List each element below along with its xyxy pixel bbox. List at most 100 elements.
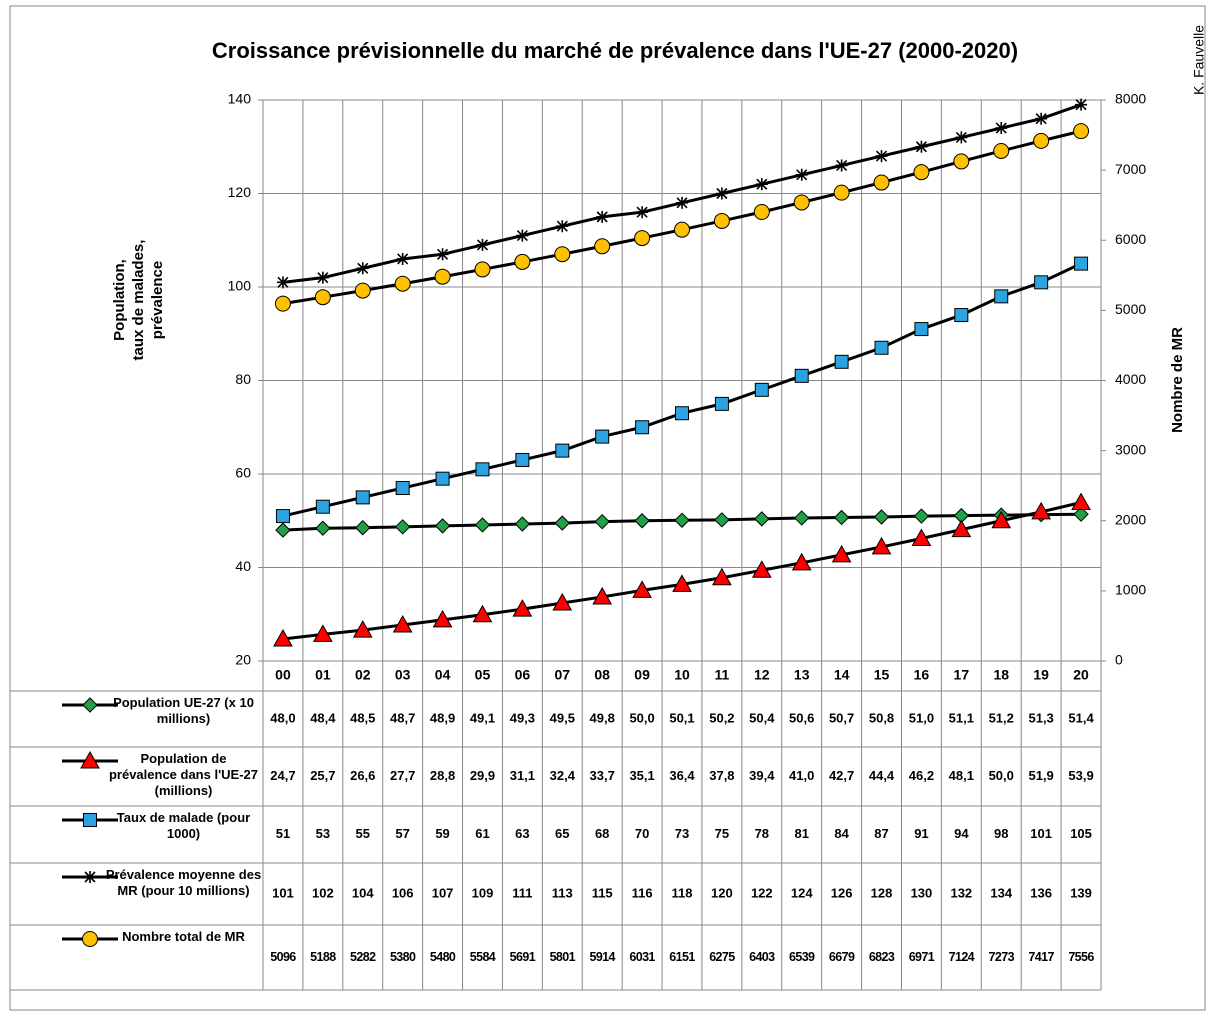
marker: [80, 750, 100, 769]
table-value: 49,8: [590, 710, 615, 725]
marker: [314, 289, 331, 306]
table-value: 50,7: [829, 710, 854, 725]
x-tick-label: 04: [435, 667, 451, 683]
table-value: 27,7: [390, 768, 415, 783]
marker: [313, 624, 333, 642]
table-value: 102: [312, 885, 334, 900]
chart-title: Croissance prévisionnelle du marché de p…: [212, 38, 1018, 63]
x-tick-label: 20: [1073, 667, 1089, 683]
x-tick-label: 10: [674, 667, 690, 683]
marker: [751, 560, 772, 578]
marker: [355, 520, 371, 536]
credit: K. Fauvelle: [1191, 25, 1207, 95]
table-value: 84: [834, 826, 849, 841]
table-value: 104: [352, 885, 374, 900]
marker: [552, 593, 573, 611]
marker: [715, 187, 728, 200]
table-value: 111: [512, 885, 532, 900]
x-tick-label: 06: [515, 667, 531, 683]
marker: [514, 253, 531, 270]
marker: [951, 519, 972, 538]
table-value: 101: [272, 885, 294, 900]
x-tick-label: 14: [834, 667, 850, 683]
marker: [556, 220, 569, 233]
legend-label: Population UE-27 (x 10 millions): [113, 695, 254, 726]
table-value: 7124: [949, 950, 975, 964]
marker: [276, 276, 289, 289]
table-value: 6275: [709, 950, 735, 964]
marker: [596, 210, 609, 223]
marker: [874, 340, 889, 355]
marker: [993, 142, 1010, 159]
marker: [835, 159, 848, 172]
marker: [555, 443, 570, 458]
table-value: 28,8: [430, 768, 455, 783]
table-value: 122: [751, 885, 773, 900]
marker: [392, 614, 413, 633]
table-value: 124: [791, 885, 813, 900]
table-value: 48,4: [310, 710, 336, 725]
y-tick-label: 60: [235, 465, 251, 481]
table-value: 51,4: [1068, 710, 1094, 725]
table-value: 136: [1030, 885, 1052, 900]
table-value: 6539: [789, 950, 815, 964]
legend-label: Nombre total de MR: [122, 929, 245, 944]
y2-tick-label: 7000: [1115, 161, 1146, 177]
table-value: 51,1: [949, 710, 974, 725]
table-value: 41,0: [789, 768, 814, 783]
marker: [436, 248, 449, 261]
table-value: 48,0: [270, 710, 295, 725]
table-value: 49,1: [470, 710, 495, 725]
table-value: 6151: [669, 950, 695, 964]
table-value: 49,3: [510, 710, 535, 725]
marker: [632, 580, 652, 598]
table-value: 65: [555, 826, 569, 841]
y2-tick-label: 8000: [1115, 91, 1146, 107]
marker: [954, 308, 969, 323]
table-value: 5480: [430, 950, 456, 964]
marker: [84, 871, 96, 883]
table-value: 57: [395, 826, 409, 841]
marker: [674, 221, 690, 238]
marker: [516, 229, 529, 242]
table-value: 49,5: [550, 710, 575, 725]
marker: [475, 462, 490, 477]
table-value: 7417: [1028, 950, 1054, 964]
marker: [354, 282, 371, 299]
table-value: 6823: [869, 950, 895, 964]
marker: [592, 586, 613, 605]
legend-label-box: Nombre total de MR: [122, 929, 245, 944]
table-value: 5914: [589, 950, 615, 964]
table-value: 50,2: [709, 710, 734, 725]
table-value: 5691: [510, 950, 536, 964]
table-value: 59: [435, 826, 449, 841]
x-tick-label: 19: [1033, 667, 1049, 683]
table-value: 5188: [310, 950, 336, 964]
x-tick-label: 18: [993, 667, 1009, 683]
table-value: 113: [552, 885, 573, 900]
marker: [554, 246, 571, 263]
y2-tick-label: 3000: [1115, 441, 1146, 457]
x-tick-label: 16: [914, 667, 930, 683]
y-tick-label: 140: [228, 91, 252, 107]
frame: [9, 5, 1206, 1011]
table-value: 73: [675, 826, 689, 841]
table-value: 120: [711, 885, 733, 900]
x-tick-label: 09: [634, 667, 650, 683]
table-value: 107: [432, 885, 454, 900]
marker: [1034, 275, 1049, 290]
table-value: 139: [1070, 885, 1092, 900]
marker: [833, 509, 850, 526]
marker: [432, 609, 453, 628]
marker: [995, 122, 1008, 135]
marker: [634, 513, 650, 529]
table-value: 91: [914, 826, 928, 841]
table-value: 106: [392, 885, 414, 900]
table-value: 118: [672, 885, 693, 900]
marker: [676, 196, 688, 209]
y-axis-label-line: taux de malades,: [130, 240, 147, 361]
marker: [472, 604, 493, 623]
x-tick-label: 05: [475, 667, 491, 683]
table-value: 48,7: [390, 710, 415, 725]
marker: [873, 509, 890, 525]
